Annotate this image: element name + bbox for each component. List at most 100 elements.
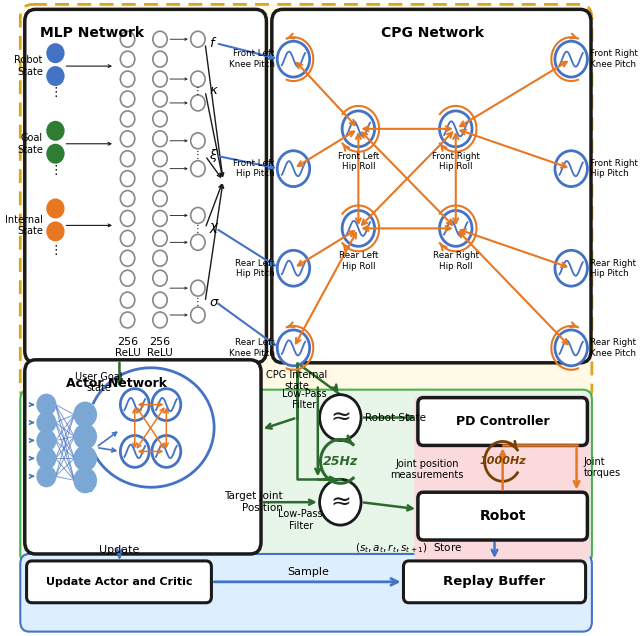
Circle shape — [191, 71, 205, 87]
Text: Rear Right
Knee Pitch: Rear Right Knee Pitch — [590, 338, 636, 357]
Circle shape — [153, 251, 167, 266]
Circle shape — [153, 131, 167, 147]
Text: Low-Pass
Filter: Low-Pass Filter — [278, 509, 323, 531]
Circle shape — [555, 251, 588, 286]
Circle shape — [47, 122, 63, 140]
Circle shape — [153, 91, 167, 107]
Circle shape — [342, 211, 374, 246]
Circle shape — [191, 161, 205, 177]
Text: ReLU: ReLU — [147, 348, 173, 358]
Circle shape — [37, 448, 56, 468]
Circle shape — [120, 191, 135, 207]
Circle shape — [74, 468, 96, 492]
Text: ⋮: ⋮ — [193, 149, 203, 160]
Circle shape — [342, 111, 374, 147]
Text: ⋮: ⋮ — [193, 224, 203, 234]
Text: Front Left
Hip Roll: Front Left Hip Roll — [338, 152, 379, 171]
Circle shape — [153, 111, 167, 127]
Text: CPG Network: CPG Network — [381, 26, 484, 40]
Text: 256: 256 — [150, 337, 171, 347]
Circle shape — [191, 95, 205, 111]
Text: Internal
State: Internal State — [5, 214, 43, 236]
Circle shape — [191, 207, 205, 223]
Text: $\sigma$: $\sigma$ — [209, 296, 220, 308]
Text: Rear Right
Hip Pitch: Rear Right Hip Pitch — [590, 258, 636, 278]
Circle shape — [74, 425, 96, 448]
Circle shape — [120, 131, 135, 147]
Circle shape — [120, 31, 135, 47]
Circle shape — [120, 111, 135, 127]
Text: Front Left
Hip Pitch: Front Left Hip Pitch — [234, 159, 275, 178]
Circle shape — [555, 330, 588, 366]
Circle shape — [319, 395, 361, 441]
Circle shape — [120, 270, 135, 286]
FancyBboxPatch shape — [414, 395, 590, 562]
Text: ⋮: ⋮ — [49, 244, 61, 257]
Text: Low-Pass
Filter: Low-Pass Filter — [282, 389, 326, 410]
Text: ≈: ≈ — [330, 406, 351, 429]
Text: Robot: Robot — [479, 509, 526, 523]
Circle shape — [277, 251, 310, 286]
Circle shape — [47, 67, 63, 85]
Circle shape — [153, 51, 167, 67]
Text: $\kappa$: $\kappa$ — [209, 85, 218, 97]
Circle shape — [120, 251, 135, 266]
Circle shape — [120, 151, 135, 167]
FancyBboxPatch shape — [25, 360, 261, 554]
Text: $\chi$: $\chi$ — [209, 221, 220, 235]
FancyBboxPatch shape — [272, 10, 591, 363]
Text: ⋮: ⋮ — [49, 164, 61, 177]
Circle shape — [153, 191, 167, 207]
Circle shape — [153, 170, 167, 186]
Circle shape — [47, 145, 63, 163]
Circle shape — [120, 91, 135, 107]
Text: MLP Network: MLP Network — [40, 26, 145, 40]
Circle shape — [120, 230, 135, 246]
Circle shape — [37, 431, 56, 450]
Text: ≈: ≈ — [330, 490, 351, 514]
Circle shape — [277, 41, 310, 77]
Circle shape — [74, 403, 96, 427]
FancyBboxPatch shape — [403, 561, 586, 603]
Text: Joint position
measurements: Joint position measurements — [390, 459, 463, 480]
Circle shape — [47, 200, 63, 218]
Circle shape — [191, 235, 205, 251]
Text: User Goal
state: User Goal state — [75, 372, 122, 393]
Text: Rear Left
Hip Pitch: Rear Left Hip Pitch — [235, 258, 275, 278]
Text: 1000Hz: 1000Hz — [479, 457, 526, 466]
Circle shape — [120, 51, 135, 67]
Text: Rear Right
Hip Roll: Rear Right Hip Roll — [433, 251, 479, 271]
Text: Joint
torques: Joint torques — [584, 457, 621, 478]
Circle shape — [277, 151, 310, 186]
Text: PD Controller: PD Controller — [456, 415, 550, 428]
Text: 256: 256 — [117, 337, 138, 347]
Circle shape — [120, 292, 135, 308]
Circle shape — [277, 330, 310, 366]
Text: $f$: $f$ — [209, 36, 217, 50]
Circle shape — [191, 307, 205, 323]
Circle shape — [37, 466, 56, 487]
FancyBboxPatch shape — [20, 390, 592, 564]
Text: Rear Left
Knee Pitch: Rear Left Knee Pitch — [228, 338, 275, 357]
FancyBboxPatch shape — [418, 398, 588, 445]
Circle shape — [153, 312, 167, 328]
Circle shape — [555, 151, 588, 186]
Text: Target Joint
Position: Target Joint Position — [224, 492, 283, 513]
Text: ⋮: ⋮ — [193, 296, 203, 307]
Circle shape — [440, 111, 472, 147]
Circle shape — [153, 292, 167, 308]
FancyBboxPatch shape — [25, 10, 266, 363]
Circle shape — [37, 395, 56, 415]
Circle shape — [153, 151, 167, 167]
Text: Robot State: Robot State — [365, 413, 426, 422]
Circle shape — [120, 436, 149, 467]
Text: Robot
State: Robot State — [15, 55, 43, 77]
Text: $(s_t, a_t, r_t, s_{t+1})$  Store: $(s_t, a_t, r_t, s_{t+1})$ Store — [355, 541, 463, 555]
Circle shape — [74, 446, 96, 471]
Circle shape — [191, 280, 205, 296]
Text: Front Right
Hip Pitch: Front Right Hip Pitch — [590, 159, 638, 178]
Circle shape — [153, 211, 167, 226]
Circle shape — [47, 44, 63, 62]
Circle shape — [440, 211, 472, 246]
Circle shape — [153, 230, 167, 246]
